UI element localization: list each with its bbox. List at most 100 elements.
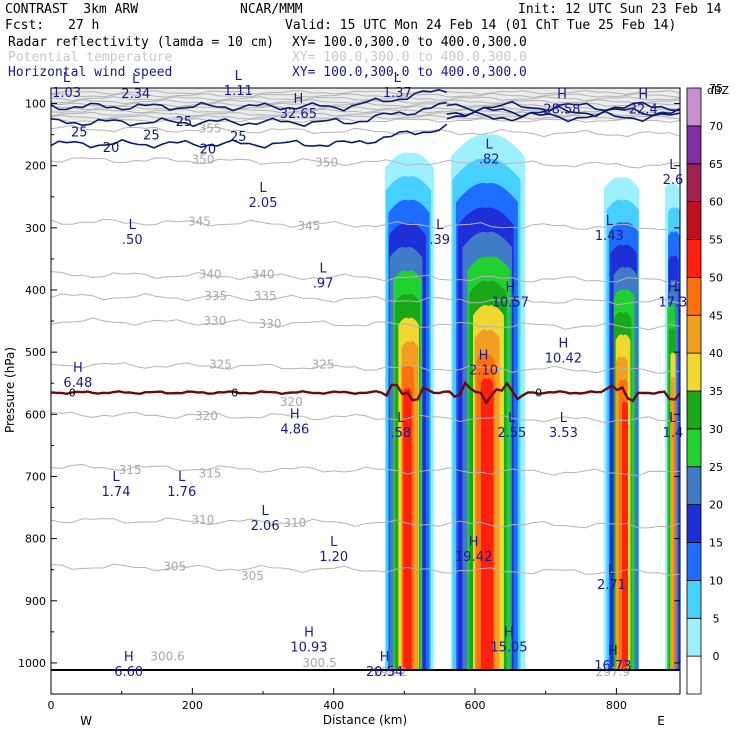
colorbar-level: 65 bbox=[709, 158, 723, 171]
model-title: CONTRAST 3km ARW bbox=[5, 2, 139, 17]
x-tick-label: 0 bbox=[48, 699, 55, 712]
extremum-type: L bbox=[436, 218, 444, 233]
theta-contour bbox=[51, 563, 680, 576]
colorbar-swatch bbox=[686, 276, 702, 316]
valid-time: Valid: 15 UTC Mon 24 Feb 14 (01 ChT Tue … bbox=[285, 18, 677, 33]
theta-contour bbox=[51, 293, 680, 306]
freezing-level-contour bbox=[51, 380, 680, 405]
extremum-type: L bbox=[560, 411, 568, 426]
forecast-hour: 27 h bbox=[68, 18, 100, 33]
theta-contour-label: 315 bbox=[199, 466, 222, 480]
x-tick-label: 600 bbox=[465, 699, 486, 712]
theta-contour bbox=[51, 157, 680, 169]
colorbar-level: 50 bbox=[709, 271, 723, 284]
colorbar-swatch bbox=[686, 579, 702, 619]
theta-contour-label: 345 bbox=[188, 215, 211, 229]
colorbar-swatch bbox=[686, 201, 702, 240]
theta-contour-label: 345 bbox=[298, 219, 321, 233]
freezing-level-label: 0 bbox=[69, 387, 76, 400]
extremum-type: H bbox=[73, 361, 83, 376]
theta-contour-label: 340 bbox=[199, 267, 222, 281]
extremum-value: 20.54 bbox=[366, 665, 403, 680]
colorbar-swatch bbox=[686, 655, 702, 695]
extremum-type: L bbox=[63, 71, 71, 86]
theta-contour-label: 335 bbox=[204, 289, 227, 303]
colorbar-level: 30 bbox=[709, 423, 723, 436]
freezing-level-label: 0 bbox=[535, 387, 542, 400]
colorbar-swatch bbox=[686, 314, 702, 354]
extremum-type: L bbox=[262, 504, 270, 519]
reflectivity-band bbox=[622, 401, 628, 670]
x-tick-label: 200 bbox=[182, 699, 203, 712]
y-tick-label: 100 bbox=[25, 98, 46, 111]
y-axis-label: Pressure (hPa) bbox=[3, 347, 17, 433]
extremum-type: L bbox=[669, 411, 677, 426]
extremum-value: 1.43 bbox=[595, 229, 624, 244]
wind-contour bbox=[446, 105, 680, 118]
field-name-wind: Horizontal wind speed bbox=[8, 65, 173, 80]
org-label: NCAR/MMM bbox=[240, 2, 303, 17]
theta-contour bbox=[51, 271, 680, 284]
wind-contour-label: 25 bbox=[176, 115, 193, 130]
y-tick-label: 1000 bbox=[18, 657, 46, 670]
init-time: Init: 12 UTC Sun 23 Feb 14 bbox=[518, 2, 722, 17]
extremum-type: L bbox=[129, 218, 137, 233]
theta-contour-upper bbox=[51, 114, 680, 120]
theta-contour-label: 350 bbox=[191, 152, 214, 166]
extremum-value: 1.11 bbox=[224, 84, 253, 99]
extremum-type: L bbox=[508, 411, 516, 426]
y-tick-label: 600 bbox=[25, 408, 46, 421]
extremum-value: 2.05 bbox=[249, 196, 278, 211]
theta-contour bbox=[51, 124, 680, 138]
reflectivity-band bbox=[480, 378, 494, 670]
theta-contour-label: 305 bbox=[241, 569, 264, 583]
extremum-value: 2.10 bbox=[469, 364, 498, 379]
extremum-type: H bbox=[504, 625, 514, 640]
colorbar-swatch bbox=[686, 352, 702, 392]
wind-contour-label: 25 bbox=[143, 129, 160, 144]
colorbar-level: 15 bbox=[709, 537, 723, 550]
colorbar-level: 55 bbox=[709, 234, 723, 247]
colorbar-swatch bbox=[686, 617, 702, 657]
extremum-value: 3.53 bbox=[549, 426, 578, 441]
theta-contour-label: 350 bbox=[315, 156, 338, 170]
extremum-type: H bbox=[668, 280, 678, 295]
theta-contour-label: 335 bbox=[254, 289, 277, 303]
extremum-type: L bbox=[608, 563, 616, 578]
extremum-value: 1.37 bbox=[383, 86, 412, 101]
extremum-type: H bbox=[557, 88, 567, 103]
theta-contour-label: 310 bbox=[283, 516, 306, 530]
wind-contour bbox=[51, 123, 448, 149]
extremum-value: .39 bbox=[429, 233, 450, 248]
extremum-type: H bbox=[304, 625, 314, 640]
theta-contour-label: 340 bbox=[252, 267, 275, 281]
theta-contour-label: 330 bbox=[259, 317, 282, 331]
colorbar-swatch bbox=[686, 87, 702, 127]
y-tick-label: 800 bbox=[25, 533, 46, 546]
theta-contour-label: 298.2 bbox=[373, 665, 407, 679]
extremum-type: H bbox=[479, 349, 489, 364]
extremum-value: 6.60 bbox=[114, 665, 143, 680]
theta-contour bbox=[51, 411, 680, 424]
colorbar-level: 20 bbox=[709, 499, 723, 512]
field-name-reflectivity: Radar reflectivity (lamda = 10 cm) bbox=[8, 35, 275, 50]
theta-contour-upper bbox=[51, 111, 680, 117]
extremum-type: H bbox=[505, 280, 515, 295]
extremum-type: H bbox=[638, 88, 648, 103]
extremum-value: 1.76 bbox=[167, 485, 196, 500]
west-end-label: W bbox=[80, 714, 92, 728]
extremum-value: .50 bbox=[122, 233, 143, 248]
extremum-type: H bbox=[124, 650, 134, 665]
colorbar-level: 40 bbox=[709, 347, 723, 360]
y-tick-label: 900 bbox=[25, 595, 46, 608]
extremum-value: 22.4 bbox=[629, 103, 658, 118]
east-end-label: E bbox=[657, 714, 665, 728]
theta-contour-label: 320 bbox=[280, 395, 303, 409]
theta-contour-label: 305 bbox=[163, 560, 186, 574]
extremum-value: 2.71 bbox=[597, 578, 626, 593]
extremum-value: 10.93 bbox=[290, 640, 327, 655]
extremum-type: L bbox=[486, 137, 494, 152]
theta-contour-label: 330 bbox=[204, 314, 227, 328]
colorbar-swatch bbox=[686, 390, 702, 430]
extremum-value: 1.4 bbox=[663, 426, 684, 441]
